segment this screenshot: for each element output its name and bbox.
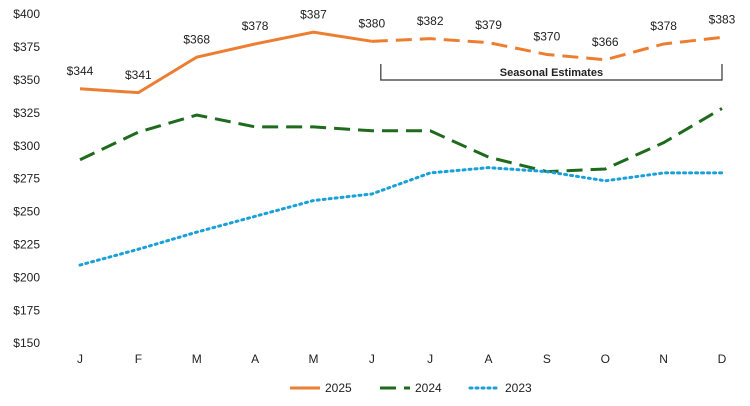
data-label: $366 [592,35,619,49]
data-label: $378 [242,19,269,33]
data-label: $370 [534,30,561,44]
data-label: $387 [300,7,327,21]
x-tick-label: O [601,352,610,366]
y-tick-label: $200 [13,270,40,284]
line-series [371,35,723,62]
line-series [78,166,724,267]
legend-label: 2025 [325,381,352,395]
data-label: $368 [183,32,210,46]
x-tick-label: S [543,352,551,366]
x-tick-label: J [427,352,433,366]
x-tick-label: M [308,352,318,366]
legend-label: 2024 [415,381,442,395]
y-tick-label: $250 [13,205,40,219]
data-label: $379 [475,18,502,32]
x-tick-label: A [251,352,259,366]
data-label: $378 [650,19,677,33]
data-label: $380 [358,16,385,30]
x-tick-label: J [369,352,375,366]
y-tick-label: $175 [13,303,40,317]
x-tick-label: D [718,352,727,366]
y-tick-label: $275 [13,172,40,186]
legend-label: 2023 [505,381,532,395]
y-tick-label: $400 [13,7,40,21]
data-label: $341 [125,68,152,82]
x-tick-label: M [192,352,202,366]
line-series [79,107,723,174]
y-tick-label: $150 [13,336,40,350]
y-tick-label: $225 [13,237,40,251]
data-label: $382 [417,14,444,28]
x-tick-label: A [485,352,493,366]
annotation-text: Seasonal Estimates [500,67,603,79]
line-series [79,30,373,95]
y-tick-label: $325 [13,106,40,120]
y-tick-label: $350 [13,73,40,87]
x-tick-label: N [659,352,668,366]
y-tick-label: $375 [13,40,40,54]
y-tick-label: $300 [13,139,40,153]
x-tick-label: F [135,352,142,366]
annotation-bracket [380,64,723,81]
data-label: $344 [67,64,94,78]
x-tick-label: J [77,352,83,366]
data-label: $383 [709,13,736,27]
